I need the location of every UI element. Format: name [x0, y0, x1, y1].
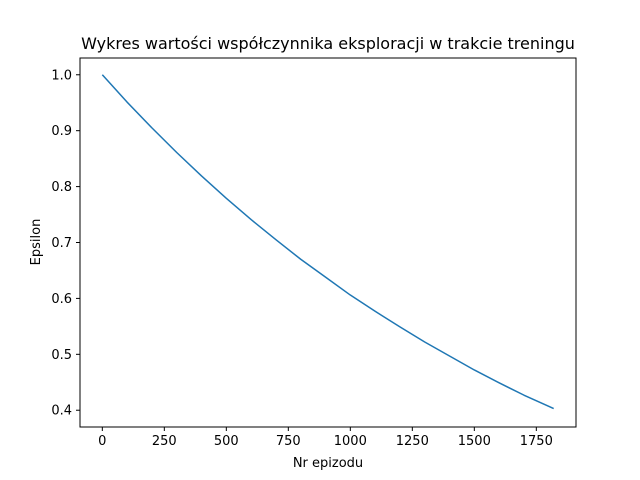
x-tick-label: 1000 — [334, 434, 367, 449]
x-tick-label: 500 — [214, 434, 239, 449]
x-tick-label: 750 — [276, 434, 301, 449]
x-tick-label: 1250 — [396, 434, 429, 449]
plot-area-frame — [79, 57, 577, 428]
x-tick-label: 250 — [152, 434, 177, 449]
x-tick-label: 0 — [98, 434, 106, 449]
chart-title: Wykres wartości współczynnika eksploracj… — [81, 34, 575, 53]
x-tick-label: 1500 — [458, 434, 491, 449]
y-tick-label: 0.5 — [51, 348, 72, 363]
series-line-0 — [101, 74, 554, 410]
y-axis-label: Epsilon — [29, 219, 44, 266]
x-tick-label: 1750 — [520, 434, 553, 449]
x-axis-label: Nr epizodu — [293, 456, 363, 471]
y-tick-label: 0.7 — [51, 236, 72, 251]
y-tick-label: 0.4 — [51, 404, 72, 419]
y-tick-label: 1.0 — [51, 68, 72, 83]
y-axis-ticks: 0.4 0.5 0.6 0.7 0.8 0.9 1.0 — [51, 68, 80, 419]
series-line-group — [101, 74, 554, 410]
x-axis-ticks: 0 250 500 750 1000 1250 1500 1750 — [98, 427, 553, 449]
y-tick-label: 0.6 — [51, 292, 72, 307]
y-tick-label: 0.9 — [51, 124, 72, 139]
y-tick-label: 0.8 — [51, 180, 72, 195]
